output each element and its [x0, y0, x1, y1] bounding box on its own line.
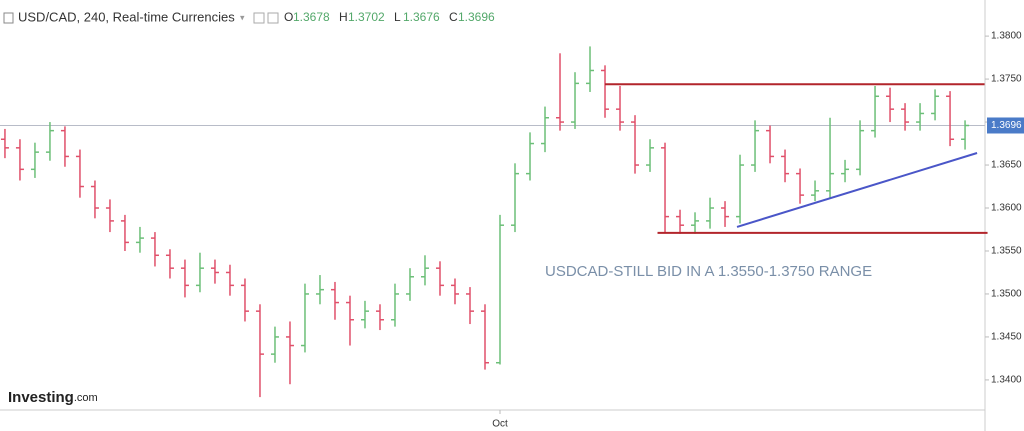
header-label: H: [339, 10, 348, 24]
header-label: O: [284, 10, 293, 24]
x-tick-label: Oct: [492, 419, 508, 430]
header-value: 1.3696: [458, 10, 495, 24]
y-tick-label: 1.3650: [991, 160, 1022, 171]
annotation: USDCAD-STILL BID IN A 1.3550-1.3750 RANG…: [545, 263, 872, 280]
trendline: [736, 152, 978, 228]
logo-name: Investing: [8, 389, 74, 406]
y-tick-label: 1.3500: [991, 289, 1022, 300]
ohlc-header: O 1.3678 H 1.3702 L 1.3676 C 1.3696: [284, 10, 495, 24]
dropdown-icon[interactable]: ▾: [240, 12, 245, 22]
y-tick-label: 1.3550: [991, 246, 1022, 257]
logo-suffix: .com: [74, 392, 98, 404]
y-tick-label: 1.3600: [991, 203, 1022, 214]
header-value: 1.3676: [403, 10, 440, 24]
price-tag-label: 1.3696: [991, 120, 1022, 131]
y-tick-label: 1.3400: [991, 375, 1022, 386]
y-tick-label: 1.3800: [991, 31, 1022, 42]
close-icon[interactable]: [267, 12, 279, 24]
logo: Investing.com: [8, 389, 98, 406]
y-tick-label: 1.3450: [991, 332, 1022, 343]
header-label: C: [449, 10, 458, 24]
price-tag: [987, 117, 1024, 134]
collapse-icon[interactable]: [3, 12, 14, 24]
settings-icon[interactable]: [253, 12, 265, 24]
header-value: 1.3678: [293, 10, 330, 24]
header-value: 1.3702: [348, 10, 385, 24]
chart-title: USD/CAD, 240, Real-time Currencies: [18, 9, 235, 24]
y-tick-label: 1.3750: [991, 74, 1022, 85]
header-label: L: [394, 10, 401, 24]
